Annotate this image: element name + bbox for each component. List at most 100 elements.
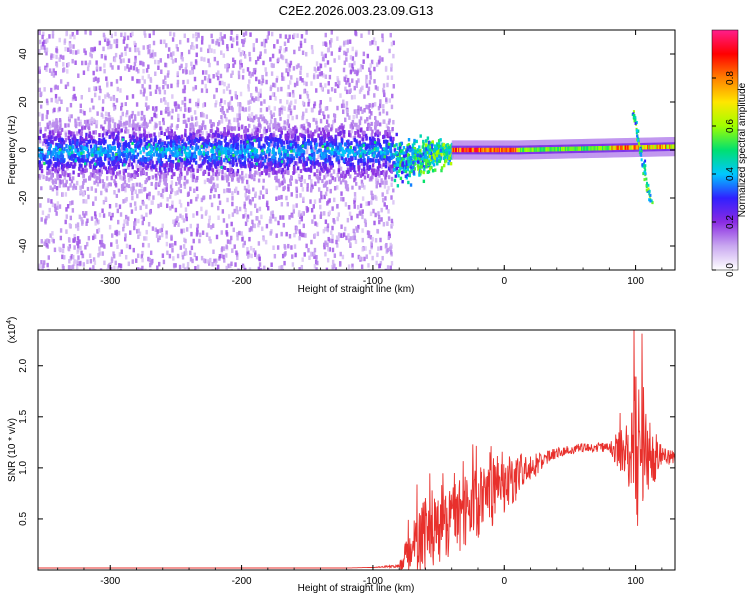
spectrogram-cell xyxy=(116,244,119,249)
spectrogram-cell xyxy=(129,174,132,179)
spectrogram-cell xyxy=(128,47,132,52)
spectrogram-cell xyxy=(252,68,256,73)
spectrogram-cell xyxy=(248,174,251,179)
spectrogram-cell xyxy=(216,166,219,171)
spectrogram-cell xyxy=(115,239,118,244)
spectrogram-cell xyxy=(358,121,362,126)
spectrogram-cell xyxy=(313,247,317,253)
spectrogram-cell xyxy=(269,86,272,92)
spectrogram-cell xyxy=(320,51,324,57)
spectrogram-cell xyxy=(344,202,348,207)
spectrogram-cell xyxy=(58,133,61,138)
spectrogram-cell xyxy=(326,169,329,174)
spectrogram-cell xyxy=(320,211,323,217)
spectrogram-cell xyxy=(331,150,335,155)
spectrogram-cell xyxy=(152,40,156,46)
spectrogram-cell xyxy=(271,167,274,172)
spectrogram-cell xyxy=(359,128,362,133)
spectrogram-cell xyxy=(295,179,298,184)
spectrogram-cell xyxy=(63,255,66,260)
spectrogram-cell xyxy=(381,154,384,159)
spectrogram-cell xyxy=(163,174,166,179)
spectrogram-cell xyxy=(137,228,140,234)
spectrogram-cell xyxy=(224,143,228,148)
spectrogram-cell xyxy=(384,196,387,201)
spectrogram-cell xyxy=(361,64,364,70)
spectrogram-cell xyxy=(156,237,160,243)
spectrogram-cell xyxy=(359,67,362,73)
spectrogram-cell xyxy=(69,200,72,206)
spectrogram-cell xyxy=(295,193,299,199)
spectrogram-cell xyxy=(338,163,341,169)
spectrogram-cell xyxy=(66,62,69,68)
spectrogram-cell xyxy=(305,30,308,35)
spectrogram-cell xyxy=(257,137,261,142)
spectrogram-cell xyxy=(199,155,202,160)
spectrogram-cell xyxy=(220,115,223,120)
spectrogram-cell xyxy=(163,97,166,102)
spectrogram-cell xyxy=(63,171,67,176)
spectrogram-cell xyxy=(330,87,334,92)
spectrogram-cell xyxy=(273,130,276,136)
spectrogram-cell xyxy=(385,111,389,116)
spectrogram-cell xyxy=(222,147,226,152)
spectrogram-cell xyxy=(198,133,202,138)
spectrogram-cell xyxy=(340,153,343,158)
spectrogram-cell xyxy=(64,84,68,90)
spectrogram-cell xyxy=(391,140,394,145)
spectrogram-cell xyxy=(351,253,354,258)
spectrogram-cell xyxy=(204,258,207,264)
spectrogram-cell xyxy=(221,80,224,86)
spectrogram-cell xyxy=(250,174,254,179)
spectrogram-cell xyxy=(154,173,158,178)
spectrogram-cell xyxy=(192,128,195,133)
spectrogram-cell xyxy=(177,222,180,227)
spectrogram-cell xyxy=(62,67,66,72)
spectrogram-cell xyxy=(88,87,91,93)
spectrogram-cell xyxy=(106,153,109,158)
spectrogram-cell xyxy=(346,217,350,223)
spectrogram-cell xyxy=(38,69,41,74)
spectrogram-cell xyxy=(112,96,116,102)
spectrogram-cell xyxy=(310,161,314,166)
spectrogram-cell xyxy=(125,154,128,159)
spectrogram-cell xyxy=(162,84,165,90)
spectrogram-cell xyxy=(224,131,227,136)
spectrogram-cell xyxy=(189,257,193,262)
spectrogram-cell xyxy=(208,215,211,221)
spectrogram-cell xyxy=(259,107,263,113)
spectrogram-cell xyxy=(259,114,262,119)
spectrogram-cell xyxy=(341,254,345,260)
spectrogram-cell xyxy=(304,129,307,134)
spectrogram-cell xyxy=(119,120,122,125)
spectrogram-cell xyxy=(171,135,174,141)
spectrogram-cell xyxy=(92,77,96,83)
spectrogram-cell xyxy=(296,33,299,38)
spectrogram-cell xyxy=(134,206,137,211)
spectrogram-cell xyxy=(176,124,179,129)
spectrogram-cell xyxy=(241,179,244,184)
spectrogram-cell xyxy=(144,121,147,126)
spectrogram-cell xyxy=(92,139,95,144)
spectrogram-cell xyxy=(345,57,348,62)
spectrogram-cell xyxy=(215,72,219,77)
spectrogram-cell xyxy=(188,98,192,104)
spectrogram-cell xyxy=(128,122,131,128)
spectrogram-cell xyxy=(39,203,42,208)
spectrogram-cell xyxy=(363,108,366,113)
spectrogram-cell xyxy=(48,126,51,132)
spectrogram-cell xyxy=(194,155,198,160)
spectrogram-cell xyxy=(109,182,112,187)
spectrogram-cell xyxy=(317,66,320,71)
spectrogram-cell xyxy=(342,158,346,163)
spectrogram-cell xyxy=(324,173,328,178)
spectrogram-cell xyxy=(134,221,137,226)
spectrogram-cell xyxy=(305,90,309,96)
spectrogram-cell xyxy=(349,236,352,241)
spectrogram-cell xyxy=(336,216,339,222)
spectrogram-cell xyxy=(362,133,365,139)
spectrogram-cell xyxy=(234,135,237,140)
spectrogram-cell xyxy=(142,170,146,175)
spectrogram-cell xyxy=(112,135,115,140)
spectrogram-cell xyxy=(320,167,323,172)
